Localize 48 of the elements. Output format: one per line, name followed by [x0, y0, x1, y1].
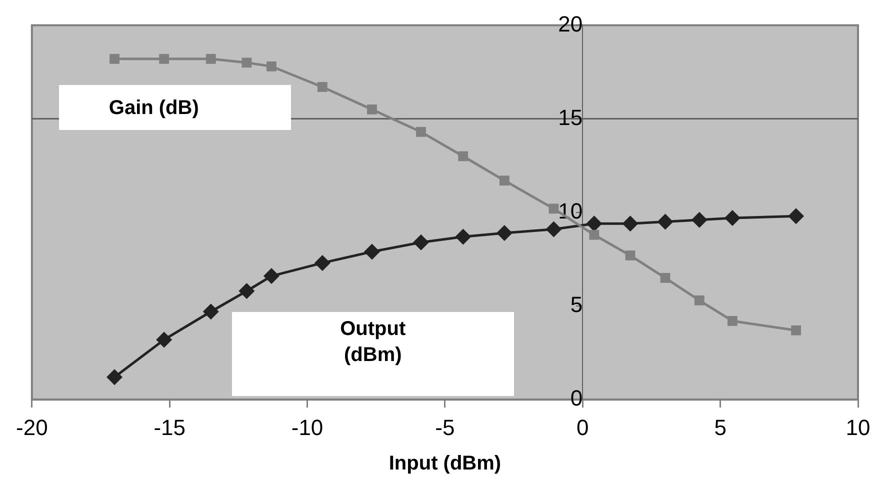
point: [263, 268, 280, 284]
point: [364, 244, 380, 260]
x-tick-label: -20: [16, 414, 48, 440]
x-tick-label: 5: [714, 414, 726, 440]
point: [202, 304, 219, 320]
point: [266, 61, 276, 72]
point: [159, 54, 170, 64]
point: [660, 272, 670, 283]
point: [110, 54, 120, 64]
x-tick-label: 10: [846, 414, 870, 440]
point: [622, 216, 638, 232]
point: [317, 82, 328, 92]
y-tick-label: 20: [558, 11, 583, 36]
point: [496, 224, 512, 241]
point: [625, 250, 636, 260]
y-tick-label: 5: [570, 292, 583, 318]
y-tick-label: 0: [570, 386, 583, 411]
point: [314, 254, 330, 271]
point: [694, 295, 704, 306]
point: [657, 214, 674, 230]
text-box: Gain (dB): [58, 85, 291, 130]
point: [586, 216, 602, 232]
point: [416, 126, 426, 137]
x-tick-label: -10: [291, 414, 324, 440]
point: [106, 369, 123, 386]
point: [412, 234, 429, 250]
point: [458, 151, 468, 162]
x-axis-title: Input (dBm): [388, 452, 502, 475]
point: [548, 204, 559, 214]
point: [367, 104, 377, 114]
point: [238, 283, 255, 300]
x-tick-label: -15: [154, 414, 186, 440]
point: [691, 212, 708, 228]
y-tick-label: 15: [558, 104, 583, 130]
point: [788, 208, 804, 224]
point: [724, 210, 740, 226]
point: [727, 316, 738, 326]
point: [455, 228, 472, 245]
point: [546, 221, 562, 238]
point: [791, 325, 801, 336]
series-label: Gain (dB): [108, 96, 199, 121]
text-box: Output (dBm): [232, 312, 514, 396]
point: [242, 58, 252, 68]
point: [589, 230, 600, 240]
x-tick-label: -5: [435, 414, 455, 440]
point: [499, 176, 510, 186]
point: [156, 332, 172, 348]
point: [206, 54, 216, 64]
